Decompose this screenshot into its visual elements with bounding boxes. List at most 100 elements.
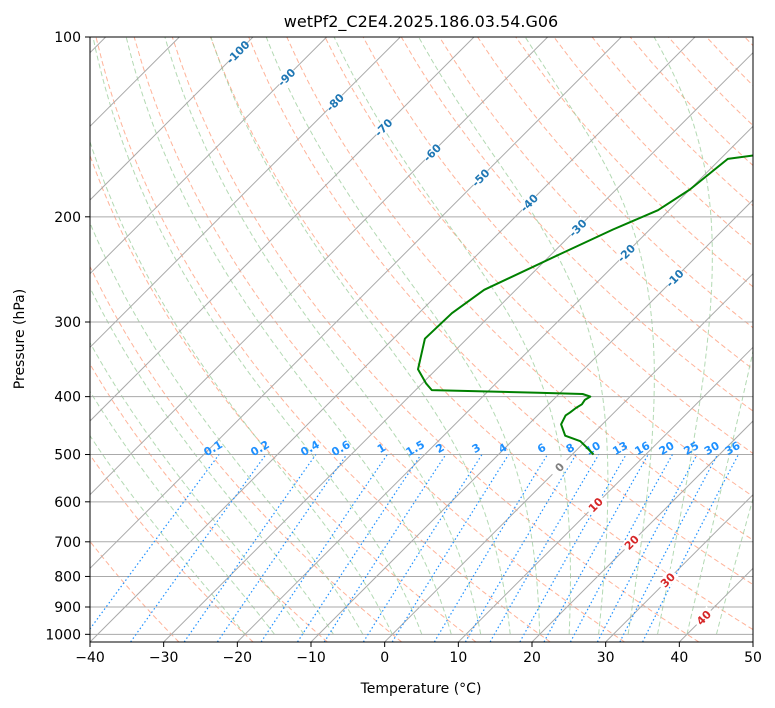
plot-frame xyxy=(89,36,754,643)
isotherm-label: -90 xyxy=(275,66,298,89)
moist-adiabat-line xyxy=(418,37,609,635)
dry-adiabat-line xyxy=(515,37,753,288)
profile-series xyxy=(417,154,753,456)
x-tick-label: −40 xyxy=(75,650,105,666)
mixing-ratio-label: 6 xyxy=(535,441,548,456)
dry-adiabat-line xyxy=(362,37,753,455)
isotherm-label-bg xyxy=(584,493,607,517)
mixing-ratio-line xyxy=(90,454,220,630)
isotherm-line xyxy=(90,37,328,275)
isotherm-line xyxy=(90,37,622,570)
x-axis-title: Temperature (°C) xyxy=(360,681,482,697)
dry-adiabat-line xyxy=(286,37,753,541)
dry-adiabat-line xyxy=(210,37,753,631)
mixing-ratio-label: 25 xyxy=(681,439,701,458)
dry-adiabat-line xyxy=(95,37,551,642)
isotherm-line xyxy=(163,51,753,642)
isotherm-label-bg xyxy=(548,455,571,479)
isotherm-line xyxy=(90,37,401,349)
isotherm-label-bg xyxy=(620,531,643,554)
dry-adiabat-line xyxy=(400,37,753,412)
isotherm-line xyxy=(605,493,753,642)
x-tick-label: 40 xyxy=(670,650,688,666)
chart-title: wetPf2_C2E4.2025.186.03.54.G06 xyxy=(284,12,558,32)
y-tick-label: 800 xyxy=(54,569,81,585)
y-tick-label: 1000 xyxy=(45,627,81,643)
moist-adiabat-line xyxy=(92,37,423,635)
dry-adiabat-line xyxy=(744,37,753,47)
isotherm-label-bg xyxy=(663,266,687,290)
mixing-ratio-label: 8 xyxy=(564,441,577,456)
y-tick-label: 600 xyxy=(54,495,81,511)
mixing-ratio-label: 16 xyxy=(633,439,653,458)
mixing-ratio-line xyxy=(260,454,388,642)
dry-adiabat-line xyxy=(477,37,753,329)
isotherm-label-bg xyxy=(692,606,716,629)
isotherm-label-bg xyxy=(469,166,492,190)
y-tick-label: 900 xyxy=(54,600,81,616)
isotherm-line xyxy=(752,641,753,642)
dry-adiabat-line xyxy=(591,37,753,207)
isotherm-line xyxy=(90,37,254,201)
background-lines xyxy=(90,37,753,642)
isotherm-label-bg xyxy=(226,40,250,64)
isotherm-label-bg xyxy=(566,216,589,240)
mixing-ratio-line xyxy=(323,454,447,642)
isotherm-line xyxy=(457,346,753,642)
isotherm-label-bg xyxy=(656,568,679,592)
x-tick-label: −10 xyxy=(296,650,326,666)
dry-adiabat-line xyxy=(706,37,753,87)
isotherm-line xyxy=(678,567,753,642)
x-tick-label: 30 xyxy=(597,650,615,666)
mixing-ratio-label: 36 xyxy=(723,439,743,458)
dry-adiabat-line xyxy=(248,37,753,586)
moist-adiabat-line xyxy=(333,37,571,635)
mixing-ratio-line xyxy=(296,454,422,642)
mixing-ratio-line xyxy=(362,454,483,642)
mixing-ratio-labels: 0.1 0.2 0.4 0.6 1 1.5 2 3 4 6 8 10 13 16 20 25 30 36 xyxy=(202,438,743,459)
mixing-ratio-label: 3 xyxy=(470,441,483,456)
dry-adiabat-line xyxy=(171,37,700,642)
mixing-ratio-line xyxy=(464,454,577,642)
isotherm-line xyxy=(90,37,549,496)
moist-adiabat-line xyxy=(90,221,364,635)
moist-adiabat-line xyxy=(265,37,541,635)
moist-adiabat-line xyxy=(90,140,393,635)
mixing-ratio-line xyxy=(519,454,627,642)
mixing-ratio-label: 20 xyxy=(657,439,677,458)
dry-adiabat-line xyxy=(90,363,328,642)
x-axis: −40 −30 −20 −10 0 10 20 30 40 50 xyxy=(75,642,762,666)
isotherm-line xyxy=(310,199,753,642)
isotherm-label: -100 xyxy=(224,38,253,67)
isotherm-line xyxy=(236,125,753,642)
isotherm-line xyxy=(90,37,475,422)
dry-adiabat-line xyxy=(438,37,753,370)
mixing-ratio-line xyxy=(569,454,673,642)
x-tick-label: 0 xyxy=(380,650,389,666)
x-tick-label: −20 xyxy=(223,650,253,666)
y-tick-label: 200 xyxy=(54,210,81,226)
moist-adiabat-line xyxy=(653,37,713,635)
mixing-ratio-line xyxy=(489,454,600,642)
dry-adiabat-line xyxy=(324,37,753,498)
mixing-ratio-line xyxy=(433,454,549,642)
isotherm-line xyxy=(384,272,753,642)
isotherm-label-bg xyxy=(420,141,444,164)
mixing-ratio-line xyxy=(596,454,698,642)
dry-adiabat-line xyxy=(90,540,180,642)
moist-adiabat-line xyxy=(125,37,452,635)
dry-adiabat-line xyxy=(90,153,477,642)
dry-adiabat-line xyxy=(90,453,254,642)
y-tick-label: 500 xyxy=(54,448,81,464)
y-tick-label: 400 xyxy=(54,390,81,406)
mixing-ratio-label: 0.1 xyxy=(202,438,225,459)
x-tick-label: 20 xyxy=(523,650,541,666)
moist-adiabat-line xyxy=(716,496,753,635)
moist-adiabat-line xyxy=(164,37,482,635)
dry-adiabat-line xyxy=(553,37,753,247)
dry-adiabat-line xyxy=(133,37,625,642)
isotherm-line xyxy=(90,37,696,642)
y-tick-label: 100 xyxy=(54,30,81,46)
